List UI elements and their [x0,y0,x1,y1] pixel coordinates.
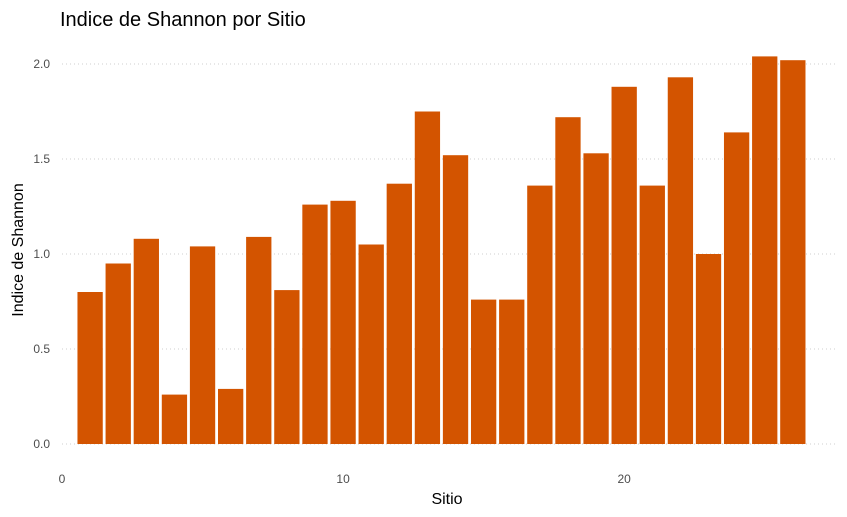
bar-sitio-13 [414,111,441,444]
bar-sitio-5 [189,246,216,444]
bar-sitio-1 [77,292,103,444]
bar-sitio-22 [667,77,694,445]
bar-sitio-21 [639,185,665,444]
bar-sitio-15 [470,299,497,444]
y-tick-label: 0.0 [33,437,50,451]
bar-sitio-17 [527,185,553,444]
y-axis-title: Indice de Shannon [10,183,27,316]
bar-sitio-12 [386,183,412,444]
bar-sitio-3 [133,238,159,444]
bar-sitio-26 [780,60,806,444]
bar-sitio-16 [499,299,525,444]
bar-sitio-9 [302,204,328,444]
y-tick-label: 1.0 [33,247,50,261]
bar-sitio-25 [752,56,778,445]
bar-sitio-20 [611,86,637,445]
chart-title: Indice de Shannon por Sitio [60,9,306,31]
x-axis-ticks: 0 10 20 [59,472,632,486]
bar-sitio-4 [161,394,188,444]
bar-sitio-2 [105,263,131,444]
bar-sitio-8 [274,290,300,444]
y-tick-label: 1.5 [33,152,50,166]
bars [77,56,806,445]
bar-sitio-10 [330,200,356,444]
bar-sitio-6 [218,388,244,444]
x-tick-label: 0 [59,472,66,486]
bar-sitio-11 [358,244,384,444]
x-tick-label: 20 [618,472,632,486]
bar-sitio-14 [442,155,469,444]
bar-sitio-18 [555,117,581,444]
y-tick-label: 2.0 [33,57,50,71]
x-axis-title: Sitio [431,491,462,508]
x-tick-label: 10 [336,472,350,486]
bar-sitio-19 [583,153,609,445]
y-axis-ticks: 0.0 0.5 1.0 1.5 2.0 [33,57,50,451]
bar-sitio-24 [723,132,750,444]
bar-sitio-7 [246,236,272,444]
y-tick-label: 0.5 [33,342,50,356]
bar-sitio-23 [695,254,722,444]
